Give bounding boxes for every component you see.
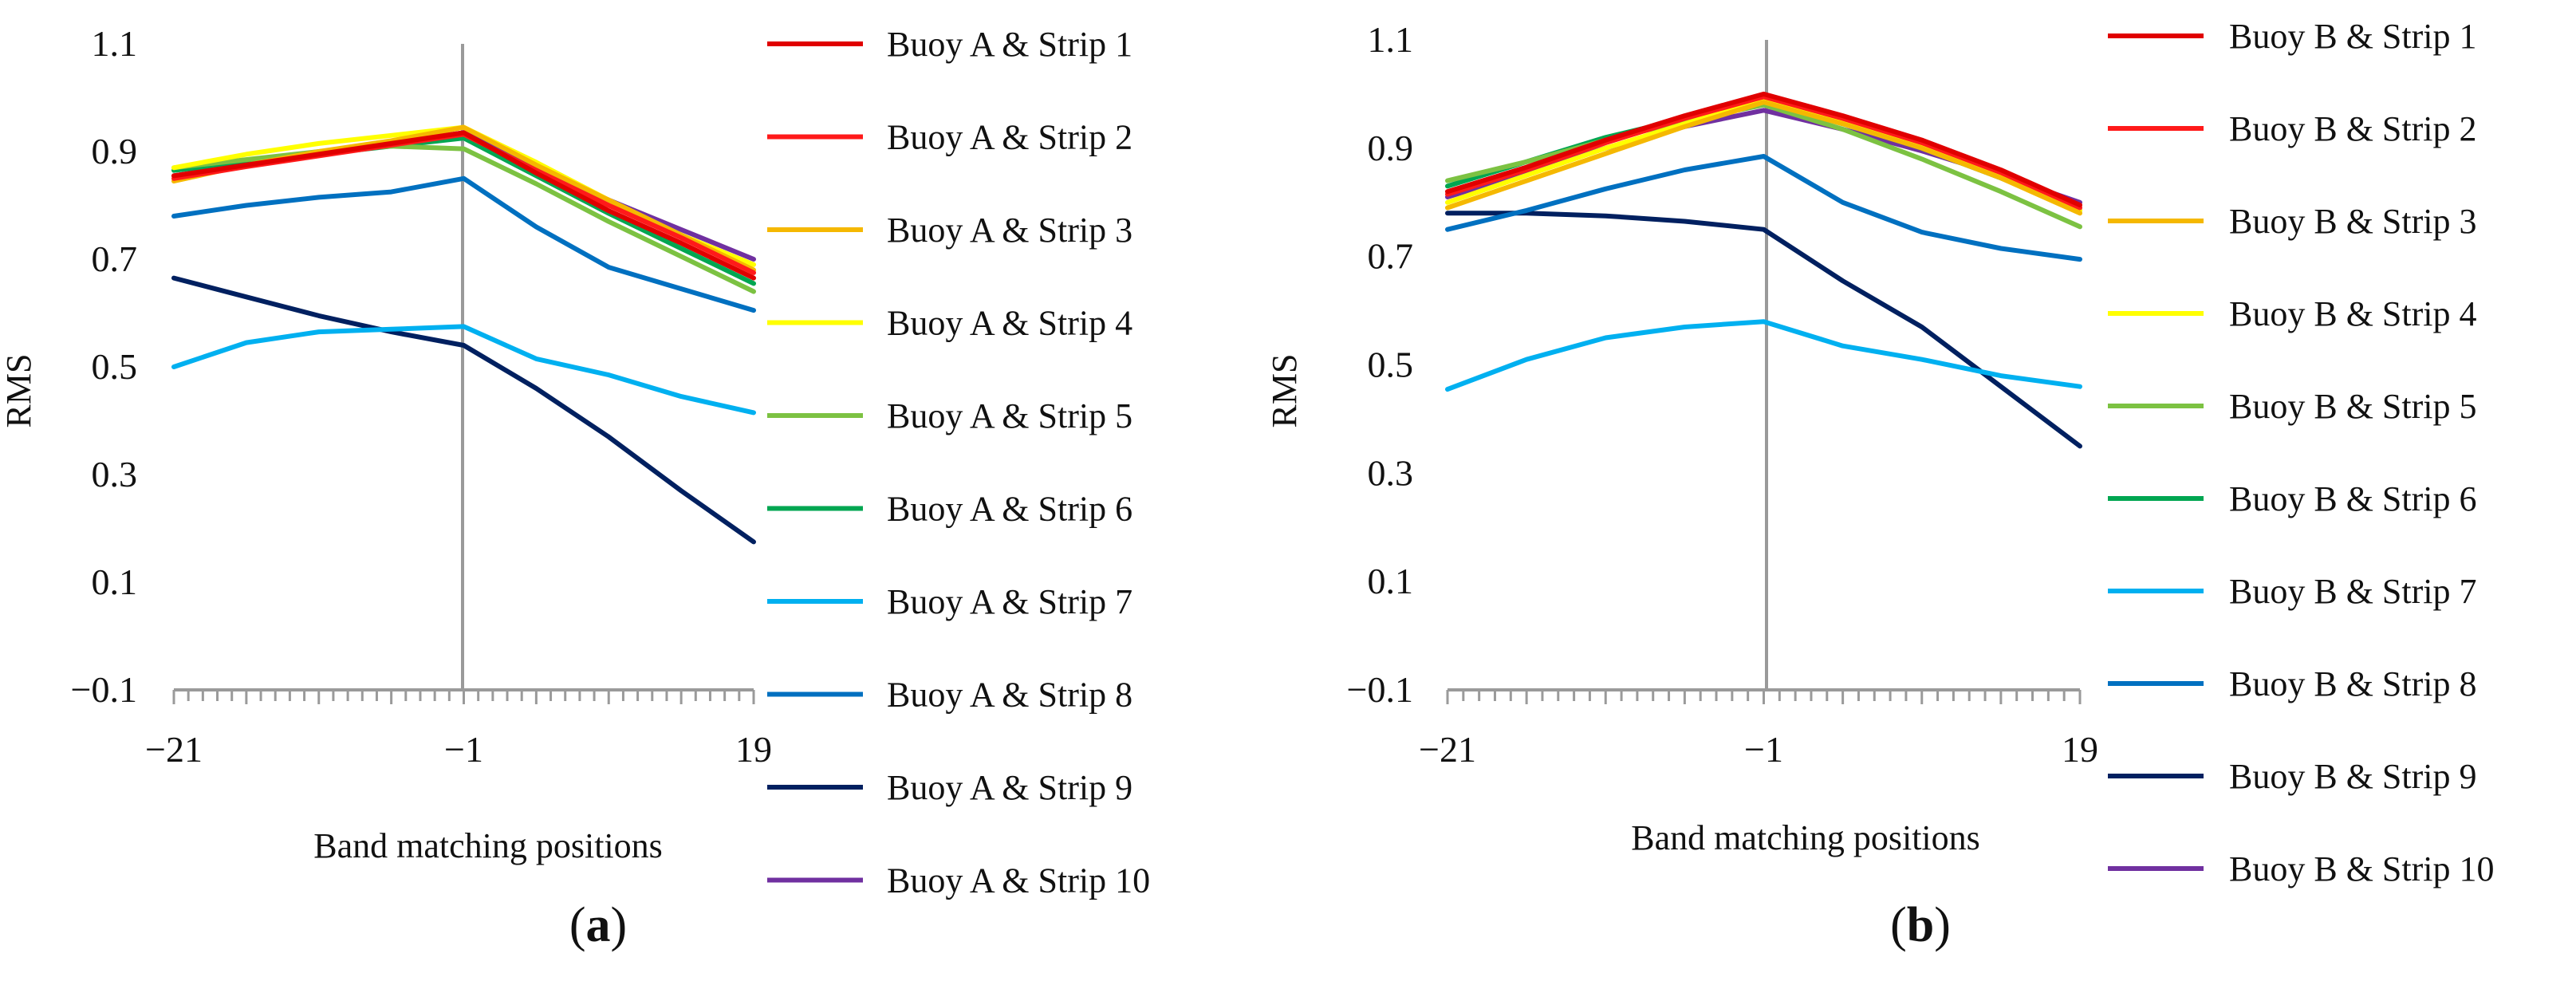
y-tick-label: 0.1 xyxy=(92,561,138,602)
series-line-b-strip-4 xyxy=(1445,97,2082,213)
legend-label: Buoy B & Strip 7 xyxy=(2229,572,2477,611)
series-line-b-strip-2 xyxy=(1445,94,2082,211)
legend-label: Buoy B & Strip 4 xyxy=(2229,294,2477,333)
panel-label: (b) xyxy=(1890,898,1951,952)
legend-label: Buoy B & Strip 1 xyxy=(2229,17,2477,56)
series-line-a-strip-1 xyxy=(171,130,756,281)
series-line-b-strip-1 xyxy=(1445,91,2082,208)
series-line-a-strip-8 xyxy=(171,175,756,313)
x-tick-label: −1 xyxy=(1744,729,1783,770)
legend-label: Buoy B & Strip 8 xyxy=(2229,664,2477,703)
legend-label: Buoy A & Strip 1 xyxy=(887,25,1132,64)
series-line-a-strip-9 xyxy=(171,275,756,545)
legend-label: Buoy A & Strip 7 xyxy=(887,582,1132,621)
y-tick-label: 0.9 xyxy=(92,131,138,171)
legend-label: Buoy A & Strip 9 xyxy=(887,768,1132,807)
y-tick-label: 1.1 xyxy=(1368,19,1414,60)
x-tick-label: 19 xyxy=(2062,729,2098,770)
y-tick-label: 0.7 xyxy=(92,238,138,279)
series-line-b-strip-3 xyxy=(1445,100,2082,216)
y-tick-label: −0.1 xyxy=(71,669,137,710)
x-axis-title: Band matching positions xyxy=(313,826,663,865)
x-tick-label: −21 xyxy=(1419,729,1476,770)
series-line-b-strip-7 xyxy=(1445,319,2082,392)
legend-label: Buoy A & Strip 4 xyxy=(887,304,1132,343)
legend-label: Buoy B & Strip 6 xyxy=(2229,479,2477,518)
y-tick-label: 0.7 xyxy=(1368,236,1414,277)
legend-label: Buoy A & Strip 10 xyxy=(887,861,1150,900)
series-line-b-strip-5 xyxy=(1445,102,2082,230)
legend-label: Buoy B & Strip 9 xyxy=(2229,757,2477,796)
legend-label: Buoy A & Strip 8 xyxy=(887,676,1132,715)
y-axis-title: RMS xyxy=(0,354,38,428)
y-tick-label: 0.3 xyxy=(92,454,138,494)
x-tick-label: −21 xyxy=(145,729,203,770)
x-axis-title: Band matching positions xyxy=(1631,818,1980,857)
series-line-b-strip-9 xyxy=(1445,211,2082,449)
y-tick-label: 0.1 xyxy=(1368,561,1414,601)
series-line-a-strip-5 xyxy=(171,144,756,294)
x-tick-label: −1 xyxy=(444,729,483,770)
series-line-b-strip-8 xyxy=(1445,154,2082,262)
y-tick-label: 0.3 xyxy=(1368,452,1414,493)
y-tick-label: −0.1 xyxy=(1347,669,1413,710)
y-tick-label: 1.1 xyxy=(92,23,138,64)
legend-label: Buoy A & Strip 2 xyxy=(887,118,1132,157)
legend-label: Buoy B & Strip 10 xyxy=(2229,849,2495,888)
legend-label: Buoy B & Strip 3 xyxy=(2229,202,2477,241)
series-line-a-strip-7 xyxy=(171,324,756,416)
chart-panel-a: −0.1 0.1 0.3 0.5 0.7 0.9 1.1 −21 −1 19 RMS Band mat… xyxy=(0,23,1150,952)
legend-label: Buoy A & Strip 6 xyxy=(887,490,1132,529)
chart-panel-b: −0.1 0.1 0.3 0.5 0.7 0.9 1.1 −21 −1 19 RMS Band mat… xyxy=(1265,17,2495,952)
legend-label: Buoy B & Strip 2 xyxy=(2229,109,2477,148)
legend-label: Buoy A & Strip 5 xyxy=(887,396,1132,435)
x-tick-label: 19 xyxy=(735,729,772,770)
y-axis-title: RMS xyxy=(1265,354,1304,428)
legend-label: Buoy B & Strip 5 xyxy=(2229,387,2477,426)
y-tick-label: 0.5 xyxy=(1368,345,1414,385)
y-tick-label: 0.9 xyxy=(1368,128,1414,168)
y-tick-label: 0.5 xyxy=(92,346,138,387)
legend-label: Buoy A & Strip 3 xyxy=(887,211,1132,250)
panel-label: (a) xyxy=(569,898,627,952)
